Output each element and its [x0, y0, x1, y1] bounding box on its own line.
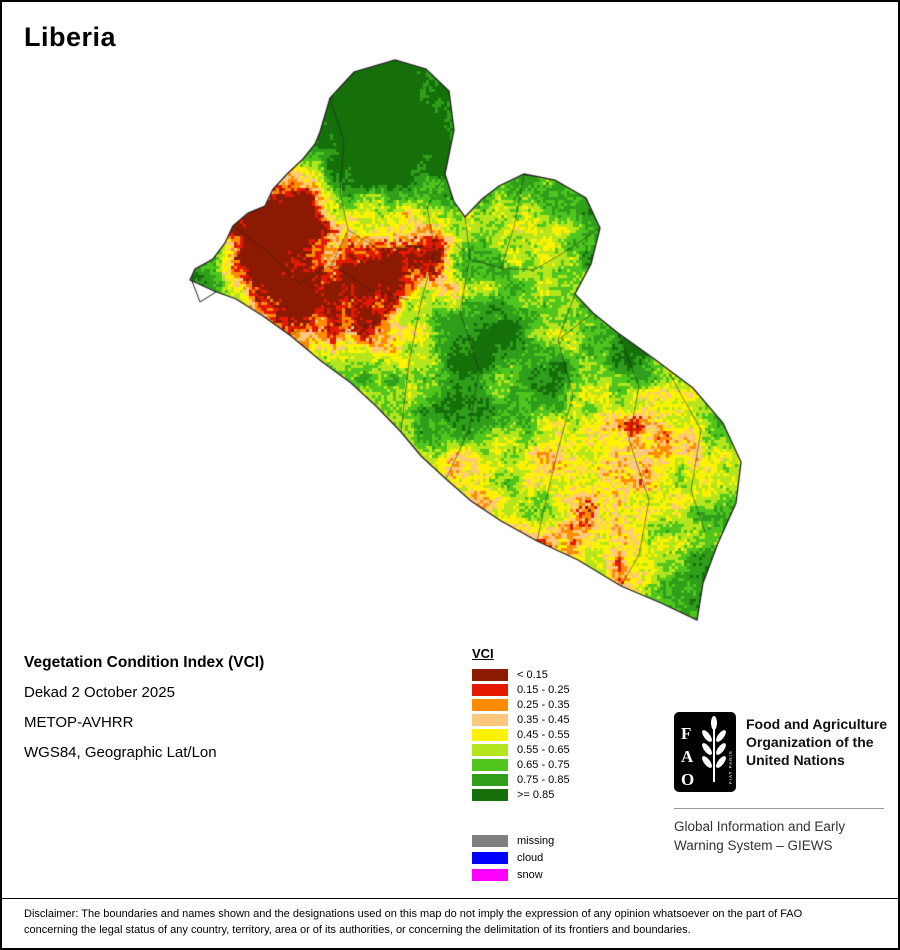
- fao-logo-letter: F: [681, 724, 691, 743]
- vci-legend-title: VCI: [472, 646, 494, 661]
- map-info: Vegetation Condition Index (VCI) Dekad 2…: [24, 652, 264, 772]
- legend-swatch: [472, 714, 508, 726]
- legend-label: 0.25 - 0.35: [517, 699, 570, 711]
- legend-label: 0.35 - 0.45: [517, 714, 570, 726]
- legend-swatch: [472, 729, 508, 741]
- legend-row: < 0.15: [472, 669, 570, 681]
- legend-label: 0.15 - 0.25: [517, 684, 570, 696]
- legend-row: >= 0.85: [472, 789, 570, 801]
- legend-swatch: [472, 869, 508, 881]
- legend-swatch: [472, 684, 508, 696]
- vci-legend-extra-rows: missing cloud snow: [472, 835, 570, 881]
- legend-row: 0.25 - 0.35: [472, 699, 570, 711]
- legend-row: 0.65 - 0.75: [472, 759, 570, 771]
- legend-swatch: [472, 759, 508, 771]
- legend-swatch: [472, 789, 508, 801]
- map-info-dekad: Dekad 2 October 2025: [24, 684, 175, 701]
- legend-label: 0.55 - 0.65: [517, 744, 570, 756]
- disclaimer-line: Disclaimer: The boundaries and names sho…: [24, 908, 803, 920]
- legend-row: 0.15 - 0.25: [472, 684, 570, 696]
- vci-legend: VCI < 0.15 0.15 - 0.25 0.25 - 0.35 0.35 - 0…: [472, 646, 570, 886]
- fao-logo-background: [674, 712, 736, 792]
- legend-row: cloud: [472, 852, 570, 864]
- giews-label: Global Information and Early Warning Sys…: [674, 819, 846, 853]
- legend-label: cloud: [517, 852, 544, 864]
- legend-label: 0.45 - 0.55: [517, 729, 570, 741]
- legend-row: 0.55 - 0.65: [472, 744, 570, 756]
- fao-logo: F A O FIAT PANIS: [674, 712, 736, 792]
- legend-swatch: [472, 744, 508, 756]
- legend-swatch: [472, 774, 508, 786]
- page-title: Liberia: [24, 22, 117, 52]
- wheat-icon: [702, 716, 726, 782]
- fao-org-name: Food and Agriculture Organization of the…: [746, 716, 888, 768]
- vci-legend-rows: < 0.15 0.15 - 0.25 0.25 - 0.35 0.35 - 0.45 0…: [472, 669, 570, 801]
- legend-swatch: [472, 835, 508, 847]
- legend-row: 0.45 - 0.55: [472, 729, 570, 741]
- legend-label: missing: [517, 835, 555, 847]
- legend-swatch: [472, 669, 508, 681]
- map-info-sensor: METOP-AVHRR: [24, 714, 134, 731]
- legend-row: missing: [472, 835, 570, 847]
- legend-label: < 0.15: [517, 669, 548, 681]
- fao-logo-letter: A: [681, 747, 694, 766]
- legend-label: 0.75 - 0.85: [517, 774, 570, 786]
- map-info-product: Vegetation Condition Index (VCI): [24, 654, 265, 671]
- legend-label: >= 0.85: [517, 789, 555, 801]
- fao-motto: FIAT PANIS: [728, 750, 733, 784]
- legend-swatch: [472, 852, 508, 864]
- map-info-projection: WGS84, Geographic Lat/Lon: [24, 744, 217, 761]
- fao-logo-letter: O: [681, 770, 694, 789]
- legend-row: 0.35 - 0.45: [472, 714, 570, 726]
- disclaimer-line: concerning the legal status of any count…: [24, 924, 691, 936]
- fao-divider: [674, 808, 884, 809]
- fao-block: F A O FIAT PANIS Food and Agriculture Or…: [674, 712, 887, 862]
- legend-label: snow: [517, 869, 543, 881]
- legend-label: 0.65 - 0.75: [517, 759, 570, 771]
- legend-swatch: [472, 699, 508, 711]
- disclaimer: Disclaimer: The boundaries and names sho…: [2, 898, 898, 938]
- legend-row: snow: [472, 869, 570, 881]
- legend-row: 0.75 - 0.85: [472, 774, 570, 786]
